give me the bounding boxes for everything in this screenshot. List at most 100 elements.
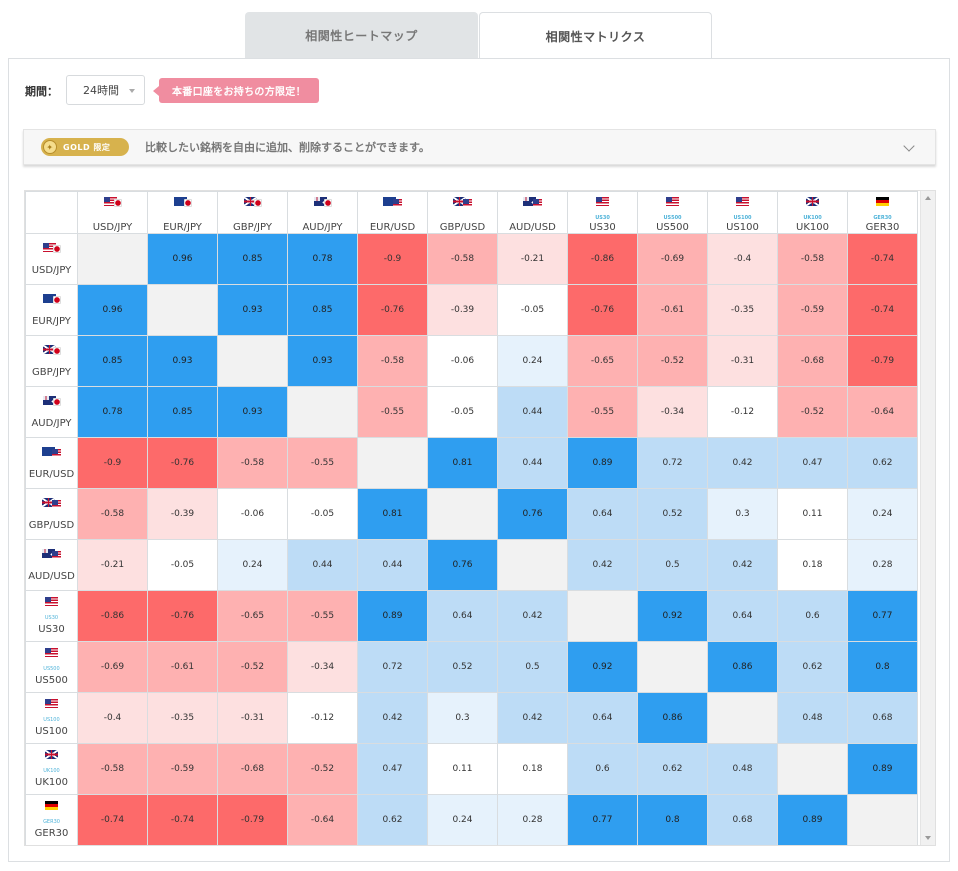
matrix-cell: 0.42 (707, 437, 778, 489)
matrix-cell: 0.72 (357, 641, 428, 693)
matrix-cell: -0.74 (147, 794, 218, 845)
matrix-cell: 0.92 (637, 590, 708, 642)
flag-icon (45, 750, 58, 759)
column-header: USD/JPY (77, 191, 148, 234)
flag-icon (523, 197, 542, 206)
period-value: 24時間 (83, 84, 119, 97)
matrix-cell: 0.93 (147, 335, 218, 387)
matrix-cell: -0.68 (777, 335, 848, 387)
matrix-cell-empty (77, 233, 148, 285)
column-label: EUR/JPY (163, 222, 202, 233)
matrix-cell: 0.64 (567, 488, 638, 540)
column-header: EUR/USD (357, 191, 428, 234)
matrix-cell: -0.9 (357, 233, 428, 285)
matrix-cell-empty (567, 590, 638, 642)
jp-flag-icon (323, 199, 332, 207)
matrix-cell: 0.78 (77, 386, 148, 438)
matrix-cell: 0.93 (217, 284, 288, 336)
matrix-cell: 0.81 (427, 437, 498, 489)
matrix-cell: 0.24 (217, 539, 288, 591)
flag-icon (313, 197, 332, 207)
us-flag-icon (533, 199, 542, 206)
matrix-cell: 0.44 (287, 539, 358, 591)
row-header: AUD/JPY (25, 386, 78, 438)
tab-bar: 相関性ヒートマップ 相関性マトリクス (245, 12, 712, 59)
flag-icon (453, 197, 472, 206)
flag-icon (42, 497, 61, 507)
row-label: AUD/JPY (31, 417, 72, 429)
matrix-cell: 0.42 (497, 590, 568, 642)
matrix-cell-empty (497, 539, 568, 591)
matrix-cell: 0.93 (217, 386, 288, 438)
gold-description: 比較したい銘柄を自由に追加、削除することができます。 (145, 141, 430, 154)
row-header: US100 US100 (25, 692, 78, 744)
matrix-cell: -0.34 (637, 386, 708, 438)
row-label: GBP/JPY (32, 366, 71, 378)
au-flag-icon (523, 197, 536, 206)
row-header: US500 US500 (25, 641, 78, 693)
gold-badge: ✦ GOLD 限定 (41, 138, 129, 156)
jp-flag-icon (113, 199, 122, 207)
scroll-down-icon[interactable] (925, 836, 931, 840)
matrix-cell: 0.85 (287, 284, 358, 336)
eu-flag-icon (383, 197, 396, 206)
symbol-sublabel: US100 (733, 215, 752, 221)
matrix-cell: -0.58 (777, 233, 848, 285)
eu-flag-icon (42, 293, 56, 303)
de-flag-icon (876, 197, 889, 206)
column-header: EUR/JPY (147, 191, 218, 234)
matrix-cell: 0.89 (777, 794, 848, 845)
matrix-cell: -0.69 (637, 233, 708, 285)
tab-matrix[interactable]: 相関性マトリクス (479, 12, 712, 59)
matrix-cell: 0.18 (497, 743, 568, 795)
matrix-cell: 0.89 (357, 590, 428, 642)
flag-icon (45, 699, 58, 708)
matrix-cell: -0.35 (707, 284, 778, 336)
matrix-cell: -0.06 (427, 335, 498, 387)
column-label: GBP/USD (439, 222, 486, 233)
au-flag-icon (42, 548, 55, 558)
row-header: GER30 GER30 (25, 794, 78, 845)
chevron-down-icon[interactable] (903, 140, 915, 152)
row-label: EUR/JPY (32, 315, 71, 327)
symbol-sublabel: GER30 (873, 215, 892, 221)
flag-icon (383, 197, 402, 206)
matrix-cell-empty (777, 743, 848, 795)
row-label: EUR/USD (28, 468, 75, 480)
gb-flag-icon (806, 197, 819, 206)
matrix-cell-empty (427, 488, 498, 540)
scroll-up-icon[interactable] (925, 196, 931, 200)
column-label: EUR/USD (369, 222, 416, 233)
matrix-row: GBP/JPY 0.85 0.93 0.93 -0.58 -0.06 0.24 -0.65 -0… (25, 335, 918, 387)
matrix-cell: 0.47 (777, 437, 848, 489)
matrix-row: GER30 GER30 -0.74 -0.74 -0.79 -0.64 0.62 0.24 0.… (25, 794, 918, 845)
column-label: GER30 (865, 222, 900, 233)
gb-flag-icon (243, 197, 257, 206)
gb-flag-icon (42, 497, 55, 507)
eu-flag-icon (42, 446, 55, 456)
matrix-row: UK100 UK100 -0.58 -0.59 -0.68 -0.52 0.47 0.11 0.… (25, 743, 918, 795)
matrix-cell: -0.58 (427, 233, 498, 285)
matrix-cell: -0.68 (217, 743, 288, 795)
gold-feature-bar[interactable]: ✦ GOLD 限定 比較したい銘柄を自由に追加、削除することができます。 (23, 129, 936, 165)
us-flag-icon (42, 242, 56, 252)
matrix-cell: 0.11 (427, 743, 498, 795)
matrix-cell: 0.93 (287, 335, 358, 387)
tab-heatmap[interactable]: 相関性ヒートマップ (245, 12, 478, 58)
matrix-corner (25, 191, 78, 234)
gb-flag-icon (42, 344, 56, 354)
matrix-cell: 0.3 (707, 488, 778, 540)
flag-icon (45, 648, 58, 657)
row-label: GBP/USD (28, 519, 75, 531)
us-flag-icon (393, 199, 402, 206)
vertical-scrollbar[interactable] (920, 191, 935, 845)
period-select[interactable]: 24時間 (66, 75, 145, 105)
matrix-cell: -0.79 (217, 794, 288, 845)
matrix-cell: -0.9 (77, 437, 148, 489)
matrix-cell: -0.55 (357, 386, 428, 438)
matrix-cell: -0.76 (147, 437, 218, 489)
row-header: EUR/USD (25, 437, 78, 489)
matrix-cell: -0.76 (567, 284, 638, 336)
matrix-cell: 0.47 (357, 743, 428, 795)
matrix-cell: -0.58 (217, 437, 288, 489)
